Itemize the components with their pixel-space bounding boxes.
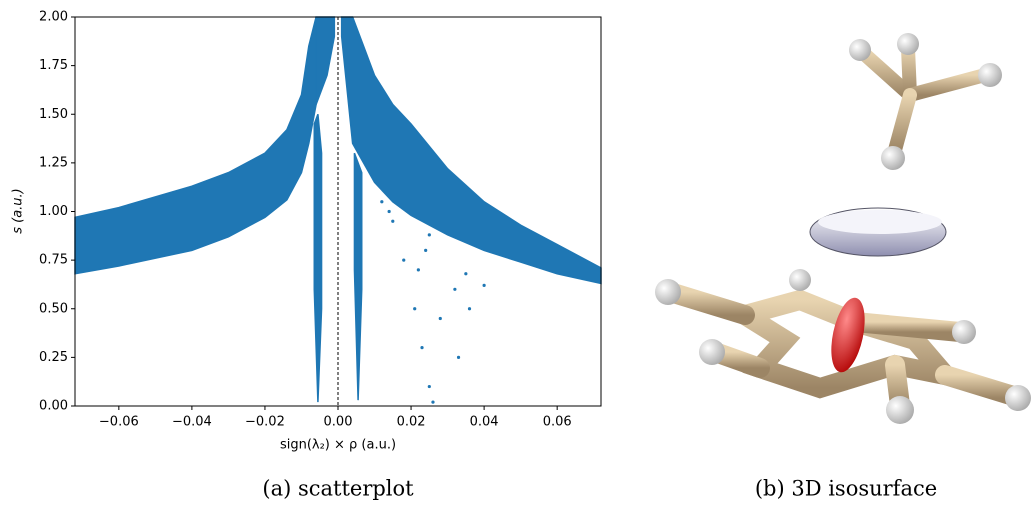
caption: (a) scatterplot [262, 477, 414, 501]
point-cloud [314, 114, 321, 402]
molecule-render [655, 33, 1031, 424]
x-tick-label: 0.06 [543, 415, 572, 430]
point [424, 249, 427, 252]
point [457, 356, 460, 359]
y-tick-label: 0.00 [39, 399, 68, 414]
y-tick-label: 1.75 [39, 58, 68, 73]
x-tick-label: 0.04 [470, 415, 499, 430]
point [420, 346, 423, 349]
point [402, 259, 405, 262]
point [439, 317, 442, 320]
scatter-plot: 0.00 0.25 0.50 0.75 1.00 1.25 1.50 1.75 2.00 −0.0… [39, 10, 601, 430]
x-tick-label: 0.00 [324, 415, 353, 430]
point [417, 268, 420, 271]
point-cloud [342, 17, 601, 283]
point [388, 210, 391, 213]
y-tick-label: 0.25 [39, 350, 68, 365]
point [428, 233, 431, 236]
x-axis-label: sign(λ₂) × ρ (a.u.) [280, 438, 396, 453]
point [380, 200, 383, 203]
figure: 0.00 0.25 0.50 0.75 1.00 1.25 1.50 1.75 2.00 −0.0… [0, 0, 1032, 512]
point [431, 401, 434, 404]
y-tick-label: 1.50 [39, 107, 68, 122]
point-cloud [316, 17, 334, 105]
point-cloud [354, 153, 361, 400]
y-tick-label: 0.75 [39, 253, 68, 268]
point [468, 307, 471, 310]
y-tick-label: 1.00 [39, 204, 68, 219]
point-cloud [75, 17, 316, 274]
y-tick-label: 0.50 [39, 301, 68, 316]
y-tick-label: 1.25 [39, 155, 68, 170]
point [428, 385, 431, 388]
x-tick-label: 0.02 [397, 415, 426, 430]
point [483, 284, 486, 287]
point [464, 272, 467, 275]
x-tick-label: −0.02 [245, 415, 285, 430]
point [453, 288, 456, 291]
x-tick-label: −0.04 [172, 415, 212, 430]
y-tick-label: 2.00 [39, 10, 68, 25]
point [391, 220, 394, 223]
caption: (b) 3D isosurface [755, 477, 937, 501]
point [413, 307, 416, 310]
x-tick-label: −0.06 [99, 415, 139, 430]
y-axis-label: s (a.u.) [11, 188, 26, 234]
